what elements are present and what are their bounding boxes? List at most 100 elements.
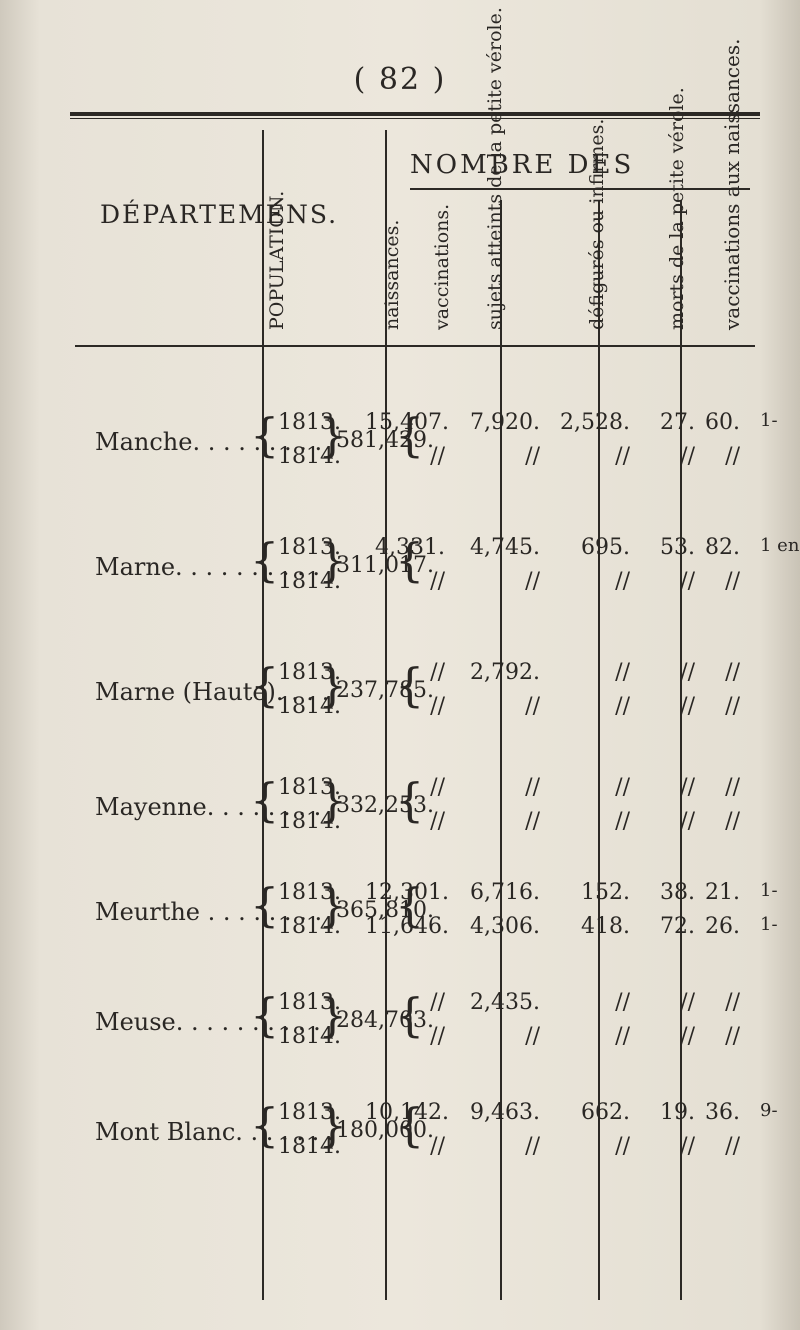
header-rule (75, 345, 755, 347)
table-cell: // (430, 1024, 445, 1049)
brace: { (250, 408, 280, 462)
table-cell: // (680, 809, 695, 834)
brace: { (395, 1098, 425, 1152)
table-cell: // (615, 660, 630, 685)
year-label: 1814. (278, 809, 341, 834)
brace: } (318, 773, 348, 827)
population-value: 365,810. (336, 898, 434, 923)
table-cell: // (525, 444, 540, 469)
table-cell: // (725, 694, 740, 719)
table-cell: 36. (705, 1100, 740, 1125)
table-cell: // (525, 569, 540, 594)
table-cell: 1- (760, 914, 778, 935)
year-label: 1814. (278, 914, 341, 939)
table-cell: 2,792. (470, 660, 540, 685)
population-value: 332,253. (336, 793, 434, 818)
table-cell: // (680, 660, 695, 685)
brace: { (250, 533, 280, 587)
table-cell: // (430, 1134, 445, 1159)
year-label: 1814. (278, 1134, 341, 1159)
table-cell: // (430, 660, 445, 685)
table-cell: 53. (660, 535, 695, 560)
year-label: 1813. (278, 660, 341, 685)
population-value: 180,000. (336, 1118, 434, 1143)
year-label: 1813. (278, 990, 341, 1015)
table-cell: 27. (660, 410, 695, 435)
year-label: 1813. (278, 410, 341, 435)
department-name: Meurthe . . . . . . . . (95, 898, 323, 926)
column-rule (385, 130, 387, 1300)
year-label: 1814. (278, 444, 341, 469)
department-name: Mont Blanc. . . . . . . (95, 1118, 335, 1146)
table-cell: // (615, 1024, 630, 1049)
table-cell: // (680, 775, 695, 800)
table-cell: // (725, 809, 740, 834)
column-header-defigures: défigurés ou infirmes. (586, 118, 608, 330)
table-cell: 26. (705, 914, 740, 939)
table-cell: 6,716. (470, 880, 540, 905)
column-rule (262, 130, 264, 1300)
column-header-naissances: naissances. (381, 219, 403, 330)
table-cell: // (525, 1024, 540, 1049)
brace: { (250, 1098, 280, 1152)
table-cell: // (680, 990, 695, 1015)
table-cell: 418. (581, 914, 630, 939)
table-cell: 1- (760, 880, 778, 901)
table-cell: 4,331. (375, 535, 445, 560)
brace: } (318, 408, 348, 462)
table-cell: 21. (705, 880, 740, 905)
table-cell: 12,301. (365, 880, 449, 905)
table-cell: // (430, 694, 445, 719)
brace: } (318, 988, 348, 1042)
table-cell: 1- (760, 410, 778, 431)
brace: { (395, 988, 425, 1042)
table-cell: // (615, 990, 630, 1015)
page-number: ( 82 ) (353, 62, 447, 97)
column-rule (598, 200, 600, 1300)
year-label: 1813. (278, 880, 341, 905)
table-cell: // (680, 694, 695, 719)
table-cell: // (525, 694, 540, 719)
column-rule (500, 200, 502, 1300)
table-cell: // (430, 569, 445, 594)
group-rule (410, 188, 750, 190)
year-label: 1814. (278, 569, 341, 594)
table-cell: 662. (581, 1100, 630, 1125)
column-header-vaccinations-naissances: vaccinations aux naissances. (720, 38, 744, 330)
table-cell: // (680, 569, 695, 594)
column-header-sujets-atteints: sujets atteints de la petite vérole. (484, 7, 506, 330)
year-label: 1813. (278, 1100, 341, 1125)
table-cell: // (680, 1024, 695, 1049)
table-cell: 4,306. (470, 914, 540, 939)
year-label: 1814. (278, 1024, 341, 1049)
brace: } (318, 658, 348, 712)
table-cell: 4,745. (470, 535, 540, 560)
department-name: Meuse. . . . . . . . . . (95, 1008, 321, 1036)
brace: { (250, 988, 280, 1042)
column-header-population: POPULATION. (266, 190, 288, 330)
group-title: NOMBRE DES (410, 150, 635, 180)
brace: { (395, 878, 425, 932)
departments-header: DÉPARTEMENS. (100, 200, 339, 229)
brace: { (250, 658, 280, 712)
table-cell: // (725, 775, 740, 800)
table-cell: 10,142. (365, 1100, 449, 1125)
population-value: 284,703. (336, 1008, 434, 1033)
column-header-morts: morts de la petite vérole. (666, 87, 688, 330)
table-cell: // (680, 444, 695, 469)
table-cell: // (615, 809, 630, 834)
table-cell: // (615, 775, 630, 800)
brace: { (395, 533, 425, 587)
year-label: 1814. (278, 694, 341, 719)
table-cell: // (615, 444, 630, 469)
table-cell: // (525, 1134, 540, 1159)
population-value: 237,785. (336, 678, 434, 703)
table-cell: 60. (705, 410, 740, 435)
table-cell: // (615, 569, 630, 594)
table-cell: // (725, 444, 740, 469)
brace: { (250, 773, 280, 827)
table-cell: 152. (581, 880, 630, 905)
table-cell: // (525, 775, 540, 800)
table-cell: // (525, 809, 540, 834)
